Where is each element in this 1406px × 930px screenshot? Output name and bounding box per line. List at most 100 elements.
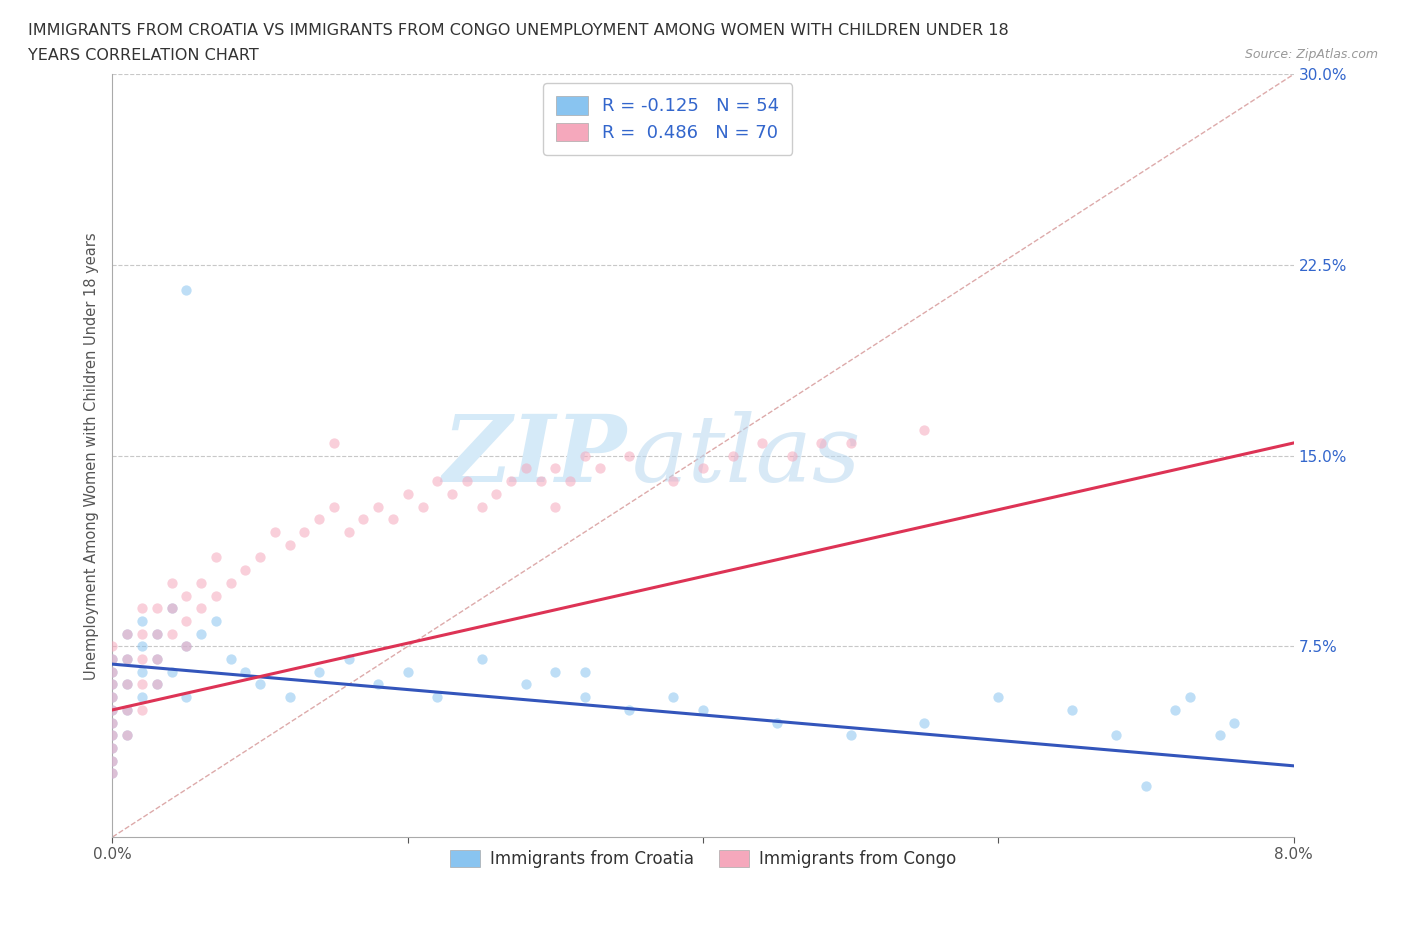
Point: [190, 601, 212, 616]
Point: [323, 499, 346, 514]
Point: [485, 486, 508, 501]
Point: [101, 677, 124, 692]
Point: [190, 576, 212, 591]
Point: [117, 728, 138, 743]
Point: [146, 601, 169, 616]
Point: [249, 550, 271, 565]
Point: [471, 499, 494, 514]
Point: [174, 283, 197, 298]
Point: [117, 652, 138, 667]
Point: [323, 435, 346, 450]
Point: [131, 690, 153, 705]
Point: [117, 626, 138, 641]
Point: [426, 690, 449, 705]
Point: [1105, 728, 1128, 743]
Point: [101, 740, 124, 755]
Point: [101, 677, 124, 692]
Point: [101, 664, 124, 679]
Point: [160, 626, 183, 641]
Point: [174, 639, 197, 654]
Point: [619, 702, 641, 717]
Point: [426, 473, 449, 488]
Point: [441, 486, 464, 501]
Point: [337, 525, 360, 539]
Point: [131, 614, 153, 629]
Point: [131, 626, 153, 641]
Point: [412, 499, 434, 514]
Point: [219, 576, 242, 591]
Point: [382, 512, 405, 526]
Point: [780, 448, 803, 463]
Point: [160, 601, 183, 616]
Point: [174, 588, 197, 603]
Point: [101, 664, 124, 679]
Point: [308, 664, 330, 679]
Legend: Immigrants from Croatia, Immigrants from Congo: Immigrants from Croatia, Immigrants from…: [443, 843, 963, 874]
Point: [914, 715, 936, 730]
Point: [278, 538, 301, 552]
Point: [471, 652, 494, 667]
Point: [574, 690, 596, 705]
Point: [101, 766, 124, 781]
Point: [101, 690, 124, 705]
Point: [146, 677, 169, 692]
Point: [174, 690, 197, 705]
Point: [574, 448, 596, 463]
Point: [146, 677, 169, 692]
Point: [205, 588, 228, 603]
Point: [1135, 778, 1157, 793]
Point: [337, 652, 360, 667]
Point: [839, 435, 862, 450]
Text: IMMIGRANTS FROM CROATIA VS IMMIGRANTS FROM CONGO UNEMPLOYMENT AMONG WOMEN WITH C: IMMIGRANTS FROM CROATIA VS IMMIGRANTS FR…: [28, 23, 1010, 38]
Text: YEARS CORRELATION CHART: YEARS CORRELATION CHART: [28, 48, 259, 63]
Point: [544, 664, 567, 679]
Point: [131, 601, 153, 616]
Point: [117, 652, 138, 667]
Point: [146, 652, 169, 667]
Point: [146, 652, 169, 667]
Point: [174, 639, 197, 654]
Point: [1164, 702, 1187, 717]
Point: [515, 677, 537, 692]
Point: [219, 652, 242, 667]
Point: [146, 626, 169, 641]
Point: [117, 677, 138, 692]
Point: [233, 664, 256, 679]
Point: [544, 499, 567, 514]
Point: [692, 702, 714, 717]
Point: [117, 677, 138, 692]
Point: [131, 677, 153, 692]
Point: [692, 461, 714, 476]
Point: [292, 525, 315, 539]
Point: [987, 690, 1010, 705]
Point: [160, 601, 183, 616]
Point: [131, 664, 153, 679]
Point: [131, 702, 153, 717]
Point: [396, 486, 419, 501]
Point: [574, 664, 596, 679]
Point: [205, 614, 228, 629]
Point: [765, 715, 787, 730]
Point: [914, 423, 936, 438]
Point: [367, 499, 389, 514]
Point: [101, 728, 124, 743]
Point: [160, 664, 183, 679]
Point: [101, 753, 124, 768]
Text: ZIP: ZIP: [441, 411, 626, 500]
Point: [249, 677, 271, 692]
Point: [101, 639, 124, 654]
Point: [117, 702, 138, 717]
Point: [174, 614, 197, 629]
Point: [308, 512, 330, 526]
Point: [662, 473, 685, 488]
Point: [190, 626, 212, 641]
Point: [101, 702, 124, 717]
Point: [101, 690, 124, 705]
Point: [1208, 728, 1232, 743]
Point: [456, 473, 478, 488]
Point: [396, 664, 419, 679]
Point: [160, 576, 183, 591]
Point: [529, 473, 551, 488]
Point: [131, 639, 153, 654]
Point: [839, 728, 862, 743]
